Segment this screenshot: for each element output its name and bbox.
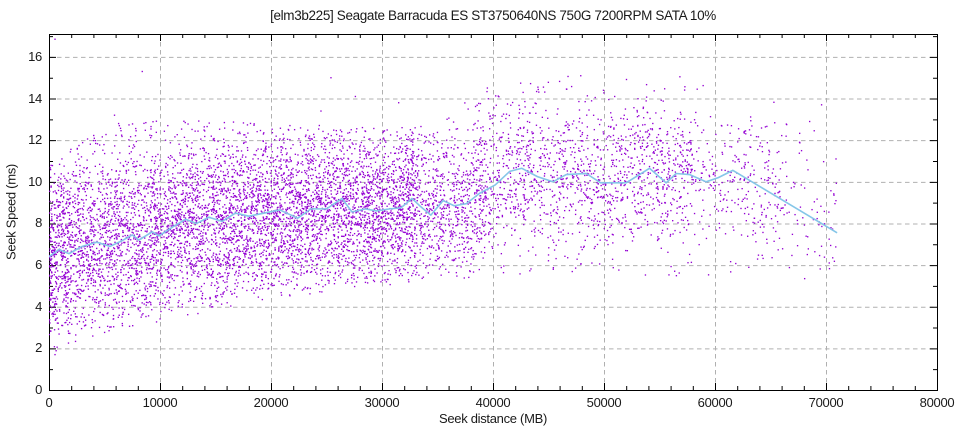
x-tick-label: 20000 [253,395,289,410]
y-tick-label: 2 [35,340,42,356]
x-tick-label: 10000 [142,395,178,410]
x-tick-label: 80000 [919,395,955,410]
y-tick-label: 12 [28,132,42,148]
y-tick-label: 6 [35,257,42,273]
x-tick-label: 30000 [364,395,400,410]
x-tick-label: 40000 [475,395,511,410]
x-tick-label: 70000 [808,395,844,410]
y-tick-label: 16 [28,48,42,64]
y-tick-label: 8 [35,215,42,231]
y-tick-label: 4 [35,298,42,314]
y-tick-label: 10 [28,173,42,189]
y-tick-label: 14 [28,90,42,106]
chart-title: [elm3b225] Seagate Barracuda ES ST375064… [270,8,716,23]
x-tick-label: 60000 [697,395,733,410]
x-tick-label: 0 [45,395,53,410]
x-tick-label: 50000 [586,395,622,410]
x-axis-label: Seek distance (MB) [438,411,548,426]
y-tick-label: 0 [35,382,42,397]
